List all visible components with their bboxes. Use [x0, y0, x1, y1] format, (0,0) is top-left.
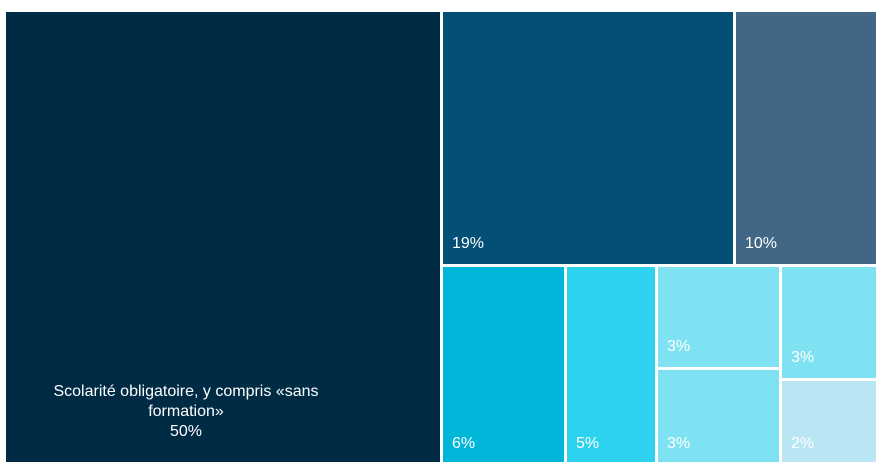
- treemap-tile[interactable]: [782, 267, 876, 378]
- tile-percent-label: 50%: [169, 423, 203, 440]
- treemap-tile[interactable]: [736, 12, 876, 264]
- tile-label: 2%: [791, 435, 815, 452]
- treemap-tile[interactable]: [443, 267, 564, 462]
- treemap-tile[interactable]: [6, 12, 440, 462]
- treemap-tile[interactable]: [782, 381, 876, 462]
- tile-label: 19%: [452, 235, 485, 252]
- tile-label: 6%: [452, 435, 476, 452]
- tile-label: 3%: [791, 349, 815, 366]
- treemap-tile[interactable]: [567, 267, 655, 462]
- tile-category-name: Scolarité obligatoire, y compris «sans f…: [53, 383, 319, 420]
- tile-label: 5%: [576, 435, 600, 452]
- treemap-tile[interactable]: [658, 267, 779, 367]
- tile-label: Scolarité obligatoire, y compris «sans f…: [16, 382, 356, 442]
- tile-label: 3%: [667, 435, 691, 452]
- treemap-tile[interactable]: [658, 370, 779, 462]
- tile-label: 3%: [667, 338, 691, 355]
- treemap-tile[interactable]: [443, 12, 733, 264]
- tile-label: 10%: [745, 235, 778, 252]
